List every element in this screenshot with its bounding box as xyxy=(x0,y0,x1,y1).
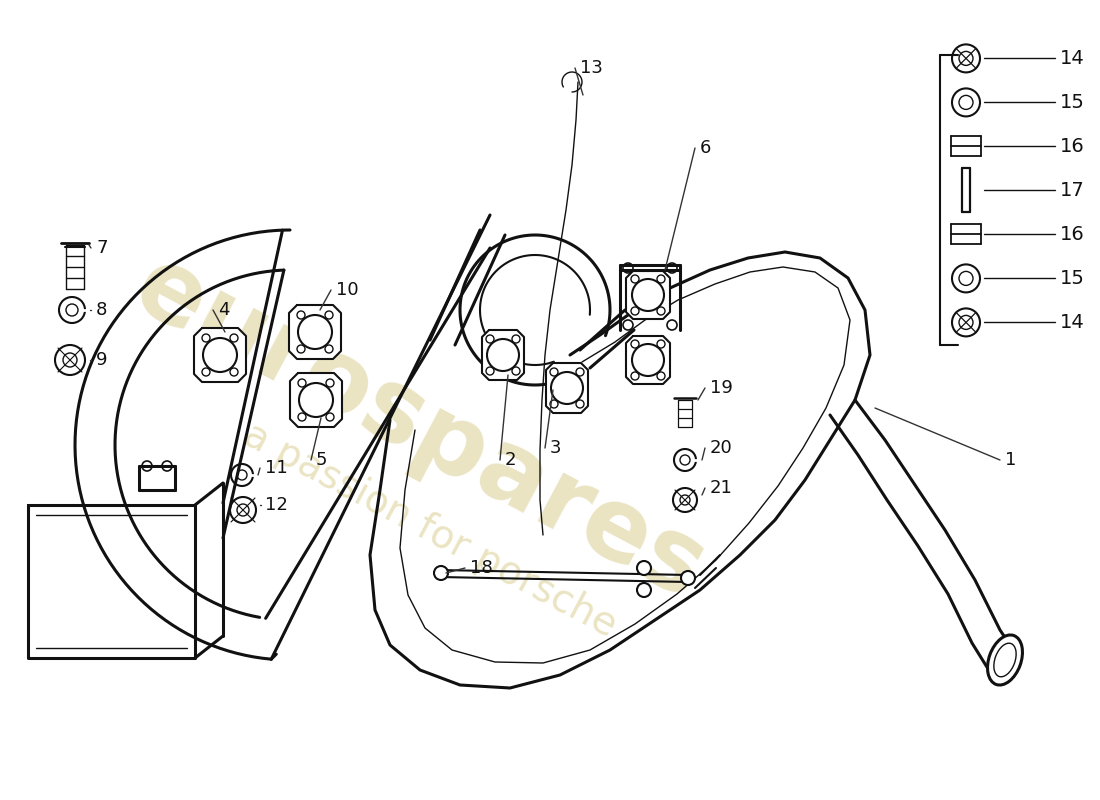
Text: 12: 12 xyxy=(265,496,288,514)
Text: 14: 14 xyxy=(1060,49,1085,68)
Text: 15: 15 xyxy=(1060,93,1085,112)
Circle shape xyxy=(681,571,695,585)
Text: 16: 16 xyxy=(1060,225,1085,244)
Polygon shape xyxy=(289,305,341,359)
Text: 15: 15 xyxy=(1060,269,1085,288)
Text: 19: 19 xyxy=(710,379,733,397)
Circle shape xyxy=(637,583,651,597)
Polygon shape xyxy=(626,336,670,384)
Polygon shape xyxy=(546,363,589,413)
Text: 7: 7 xyxy=(96,239,108,257)
Text: 21: 21 xyxy=(710,479,733,497)
Text: 18: 18 xyxy=(470,559,493,577)
Text: a passion for porsche: a passion for porsche xyxy=(236,415,623,645)
Text: 10: 10 xyxy=(336,281,359,299)
Polygon shape xyxy=(194,328,246,382)
Text: eurospares: eurospares xyxy=(118,238,722,622)
Polygon shape xyxy=(482,330,524,380)
Text: 4: 4 xyxy=(218,301,230,319)
Text: 3: 3 xyxy=(550,439,561,457)
Text: 2: 2 xyxy=(505,451,517,469)
Text: 14: 14 xyxy=(1060,313,1085,332)
Polygon shape xyxy=(28,505,195,658)
Text: 5: 5 xyxy=(316,451,328,469)
Text: 13: 13 xyxy=(580,59,603,77)
Circle shape xyxy=(637,561,651,575)
Text: 17: 17 xyxy=(1060,181,1085,200)
Text: 16: 16 xyxy=(1060,137,1085,156)
Ellipse shape xyxy=(988,635,1023,685)
Text: 1: 1 xyxy=(1005,451,1016,469)
Text: 9: 9 xyxy=(96,351,108,369)
Text: 20: 20 xyxy=(710,439,733,457)
Text: 11: 11 xyxy=(265,459,288,477)
Text: 8: 8 xyxy=(96,301,108,319)
Text: 6: 6 xyxy=(700,139,712,157)
Polygon shape xyxy=(290,373,342,427)
Polygon shape xyxy=(626,271,670,319)
Circle shape xyxy=(434,566,448,580)
